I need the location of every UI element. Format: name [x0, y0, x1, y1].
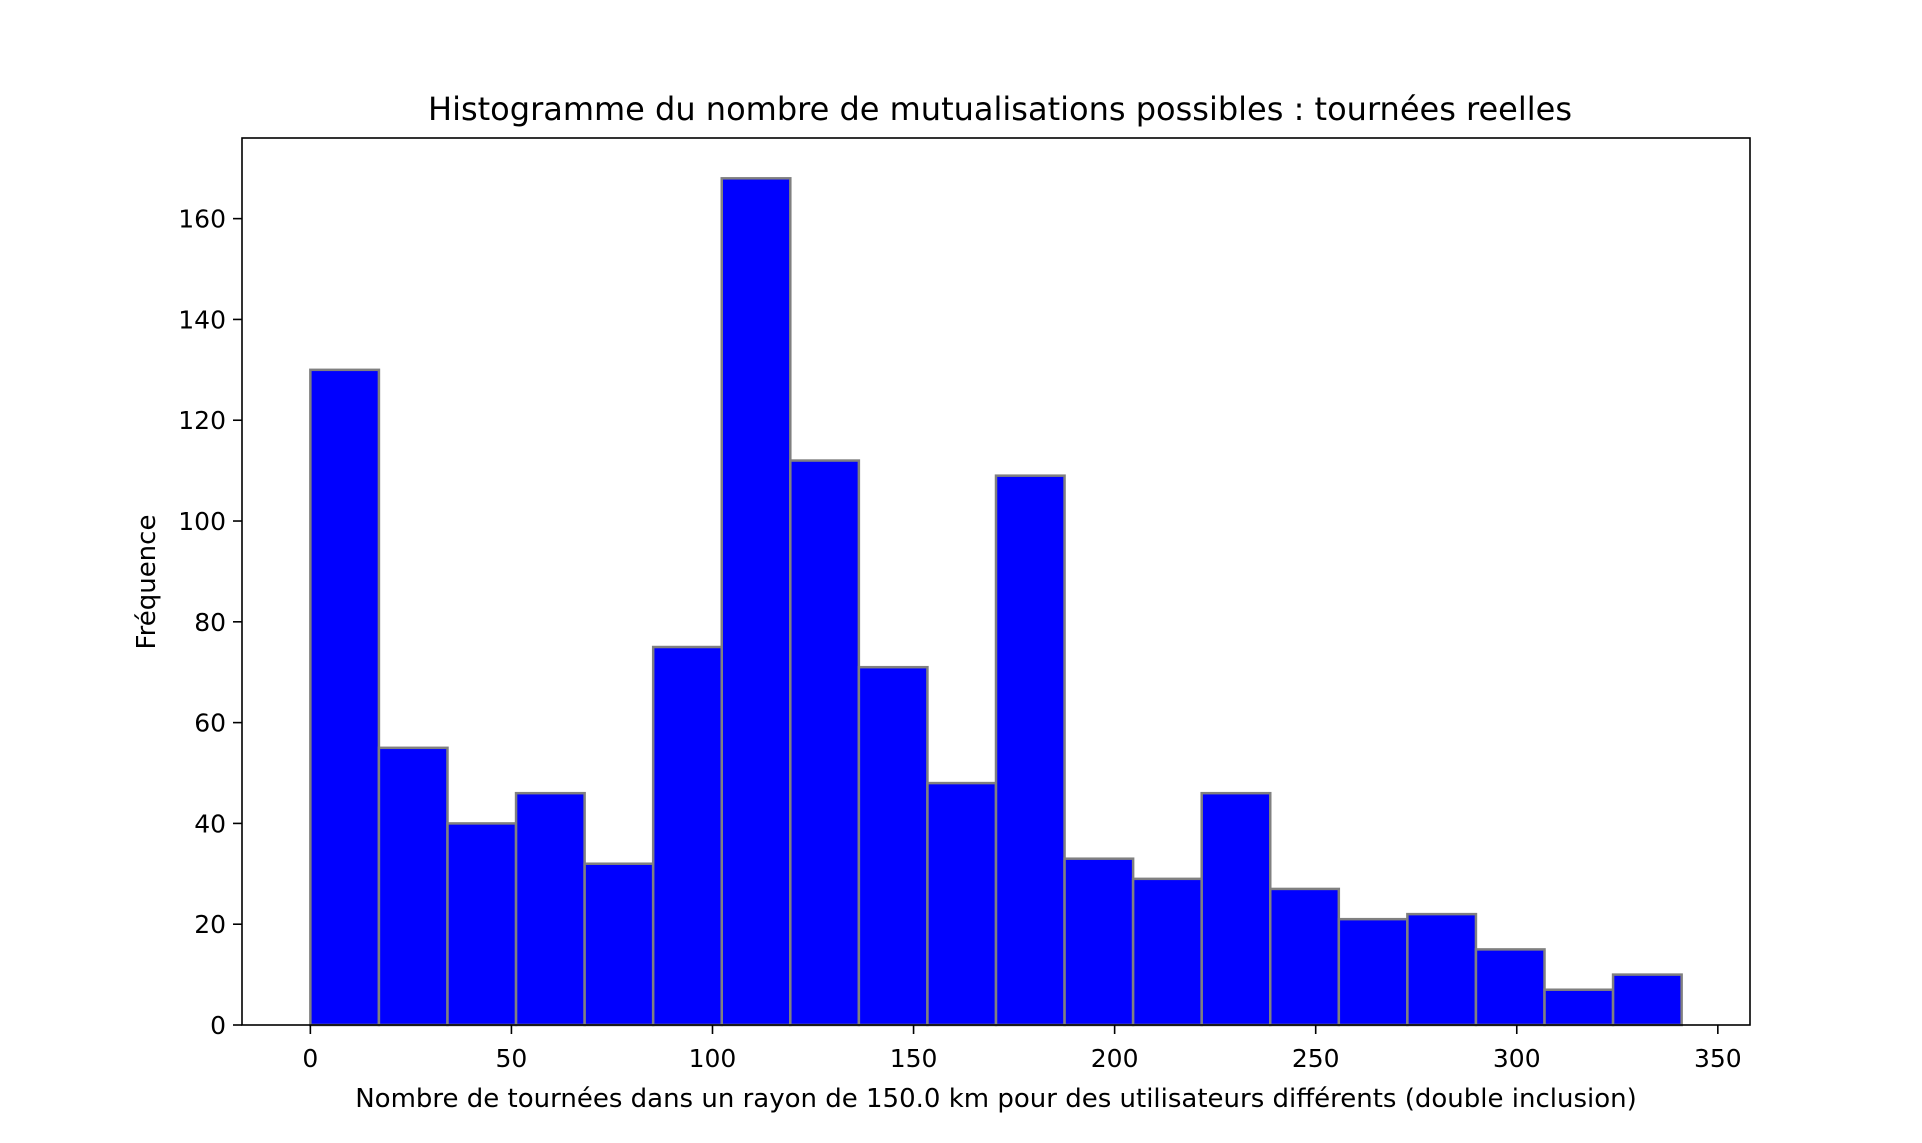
y-tick-label: 40	[194, 809, 226, 838]
x-tick-label: 350	[1694, 1044, 1742, 1073]
histogram-bar	[1406, 912, 1478, 1027]
histogram-bar	[857, 665, 929, 1027]
histogram-bar	[926, 781, 998, 1027]
y-tick-label: 160	[178, 205, 226, 234]
histogram-bar	[1200, 791, 1272, 1027]
histogram-bar	[720, 177, 792, 1027]
histogram-bar	[1131, 877, 1203, 1027]
histogram-bar	[309, 368, 381, 1027]
x-tick-label: 300	[1493, 1044, 1541, 1073]
x-tick-label: 0	[302, 1044, 318, 1073]
histogram-bar	[1337, 917, 1409, 1027]
histogram-bar	[1269, 887, 1341, 1027]
histogram-bar	[1611, 973, 1683, 1027]
histogram-bar	[651, 645, 723, 1027]
histogram-bar	[377, 746, 449, 1027]
x-tick-label: 50	[496, 1044, 528, 1073]
histogram-bar	[446, 822, 518, 1027]
y-tick-label: 100	[178, 507, 226, 536]
x-tick-label: 100	[689, 1044, 737, 1073]
bars-group	[309, 177, 1683, 1027]
y-tick-label: 20	[194, 910, 226, 939]
histogram-bar	[1474, 948, 1546, 1027]
x-axis-label: Nombre de tournées dans un rayon de 150.…	[355, 1084, 1637, 1114]
plot-frame	[241, 137, 1751, 1026]
y-tick-label: 60	[194, 709, 226, 738]
chart-title: Histogramme du nombre de mutualisations …	[428, 90, 1572, 128]
histogram-bar	[514, 791, 586, 1027]
y-axis: 0 20 40 60 80 100 120 140 160	[178, 205, 242, 1040]
y-axis-label: Fréquence	[132, 515, 162, 650]
y-tick-label: 80	[194, 608, 226, 637]
x-tick-label: 200	[1091, 1044, 1139, 1073]
histogram-bar	[1543, 988, 1615, 1027]
histogram-bar	[994, 474, 1066, 1027]
x-axis: 0 50 100 150 200 250 300 350	[302, 1025, 1742, 1073]
y-tick-label: 140	[178, 305, 226, 334]
x-tick-label: 250	[1292, 1044, 1340, 1073]
histogram-bar	[1063, 857, 1135, 1027]
histogram-bar	[583, 862, 655, 1027]
x-tick-label: 150	[890, 1044, 938, 1073]
y-tick-label: 0	[210, 1011, 226, 1040]
y-tick-label: 120	[178, 406, 226, 435]
histogram-bar	[789, 459, 861, 1027]
